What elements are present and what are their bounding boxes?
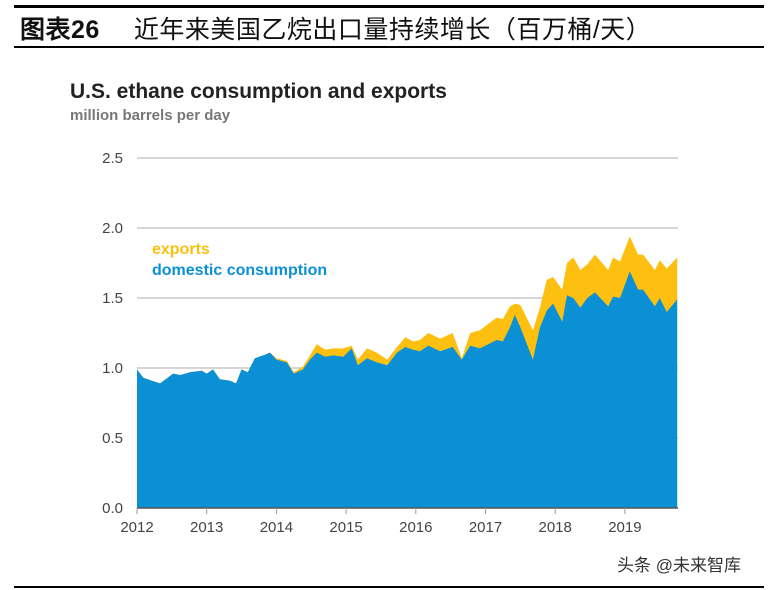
chart-subtitle: million barrels per day [70, 107, 231, 124]
figure-header: 图表26 近年来美国乙烷出口量持续增长（百万桶/天） [20, 10, 651, 46]
header-rule [14, 46, 764, 48]
domestic-consumption-area [137, 271, 678, 508]
bottom-rule [14, 586, 764, 588]
figure-title: 近年来美国乙烷出口量持续增长（百万桶/天） [133, 16, 652, 44]
figure-number: 图表26 [20, 16, 100, 44]
legend-domestic-consumption: domestic consumption [152, 262, 327, 279]
chart-title: U.S. ethane consumption and exports [70, 80, 447, 103]
top-rule [14, 5, 764, 8]
y-tick-label: 1.5 [102, 290, 123, 307]
x-tick-label: 2017 [469, 519, 502, 536]
y-tick-label: 1.0 [102, 360, 123, 377]
x-tick-label: 2012 [120, 519, 153, 536]
legend-exports: exports [152, 241, 210, 258]
x-tick-label: 2019 [608, 519, 641, 536]
x-tick-label: 2014 [260, 519, 293, 536]
x-tick-label: 2013 [190, 519, 223, 536]
x-tick-label: 2015 [329, 519, 362, 536]
x-tick-label: 2016 [399, 519, 432, 536]
y-tick-label: 2.5 [102, 150, 123, 167]
y-tick-label: 0.0 [102, 500, 123, 517]
y-tick-label: 0.5 [102, 430, 123, 447]
watermark: 头条 @未来智库 [617, 556, 741, 575]
y-tick-label: 2.0 [102, 220, 123, 237]
x-tick-label: 2018 [539, 519, 572, 536]
